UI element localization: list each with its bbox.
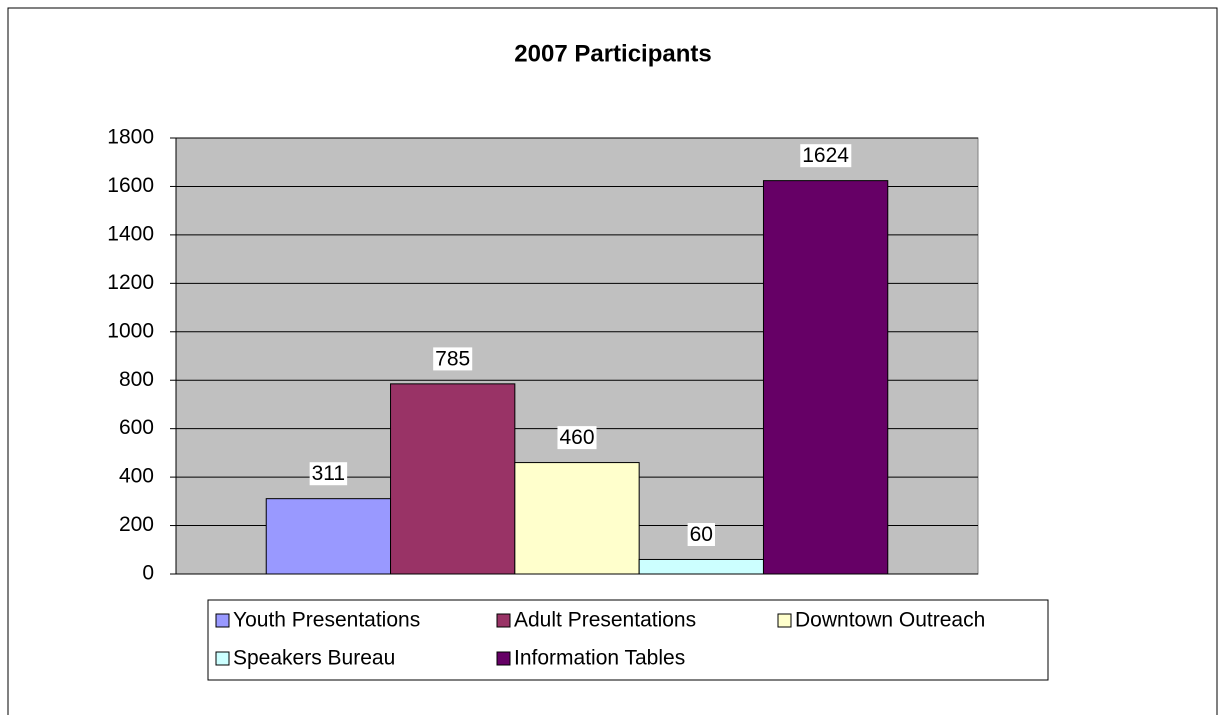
y-tick-label: 600 (119, 416, 154, 439)
legend-box (207, 599, 1049, 681)
bar (638, 558, 764, 575)
data-label: 460 (559, 426, 594, 449)
y-tick-label: 1600 (107, 174, 154, 197)
legend-label: Youth Presentations (233, 609, 420, 632)
bar (762, 180, 889, 575)
y-tick-label: 1000 (107, 319, 154, 342)
y-tick-label: 1400 (107, 222, 154, 245)
legend-label: Downtown Outreach (795, 609, 985, 632)
bar (514, 462, 640, 575)
y-tick-label: 200 (119, 513, 154, 536)
y-tick-label: 800 (119, 368, 154, 391)
legend-swatch (496, 613, 511, 628)
data-label-background (800, 144, 852, 168)
data-label-background (557, 426, 597, 450)
legend-label: Speakers Bureau (233, 647, 395, 670)
data-label: 311 (312, 462, 345, 485)
chart-border (7, 7, 1218, 715)
chart-title: 2007 Participants (514, 40, 711, 67)
y-tick-label: 1800 (107, 126, 154, 149)
legend-swatch (215, 651, 230, 666)
y-tick-label: 0 (142, 562, 154, 585)
data-label-background (433, 347, 473, 371)
legend-swatch (215, 613, 230, 628)
data-label-background (309, 462, 348, 486)
bar (390, 383, 516, 575)
bar (265, 498, 392, 575)
y-tick-label: 400 (119, 465, 154, 488)
legend-swatch (777, 613, 792, 628)
data-label-background (687, 523, 715, 547)
data-label: 785 (435, 347, 470, 370)
legend-label: Information Tables (514, 647, 685, 670)
data-label: 60 (690, 523, 713, 546)
legend-swatch (496, 651, 511, 666)
y-tick-label: 1200 (107, 271, 154, 294)
legend-label: Adult Presentations (514, 609, 696, 632)
data-label: 1624 (802, 144, 849, 167)
